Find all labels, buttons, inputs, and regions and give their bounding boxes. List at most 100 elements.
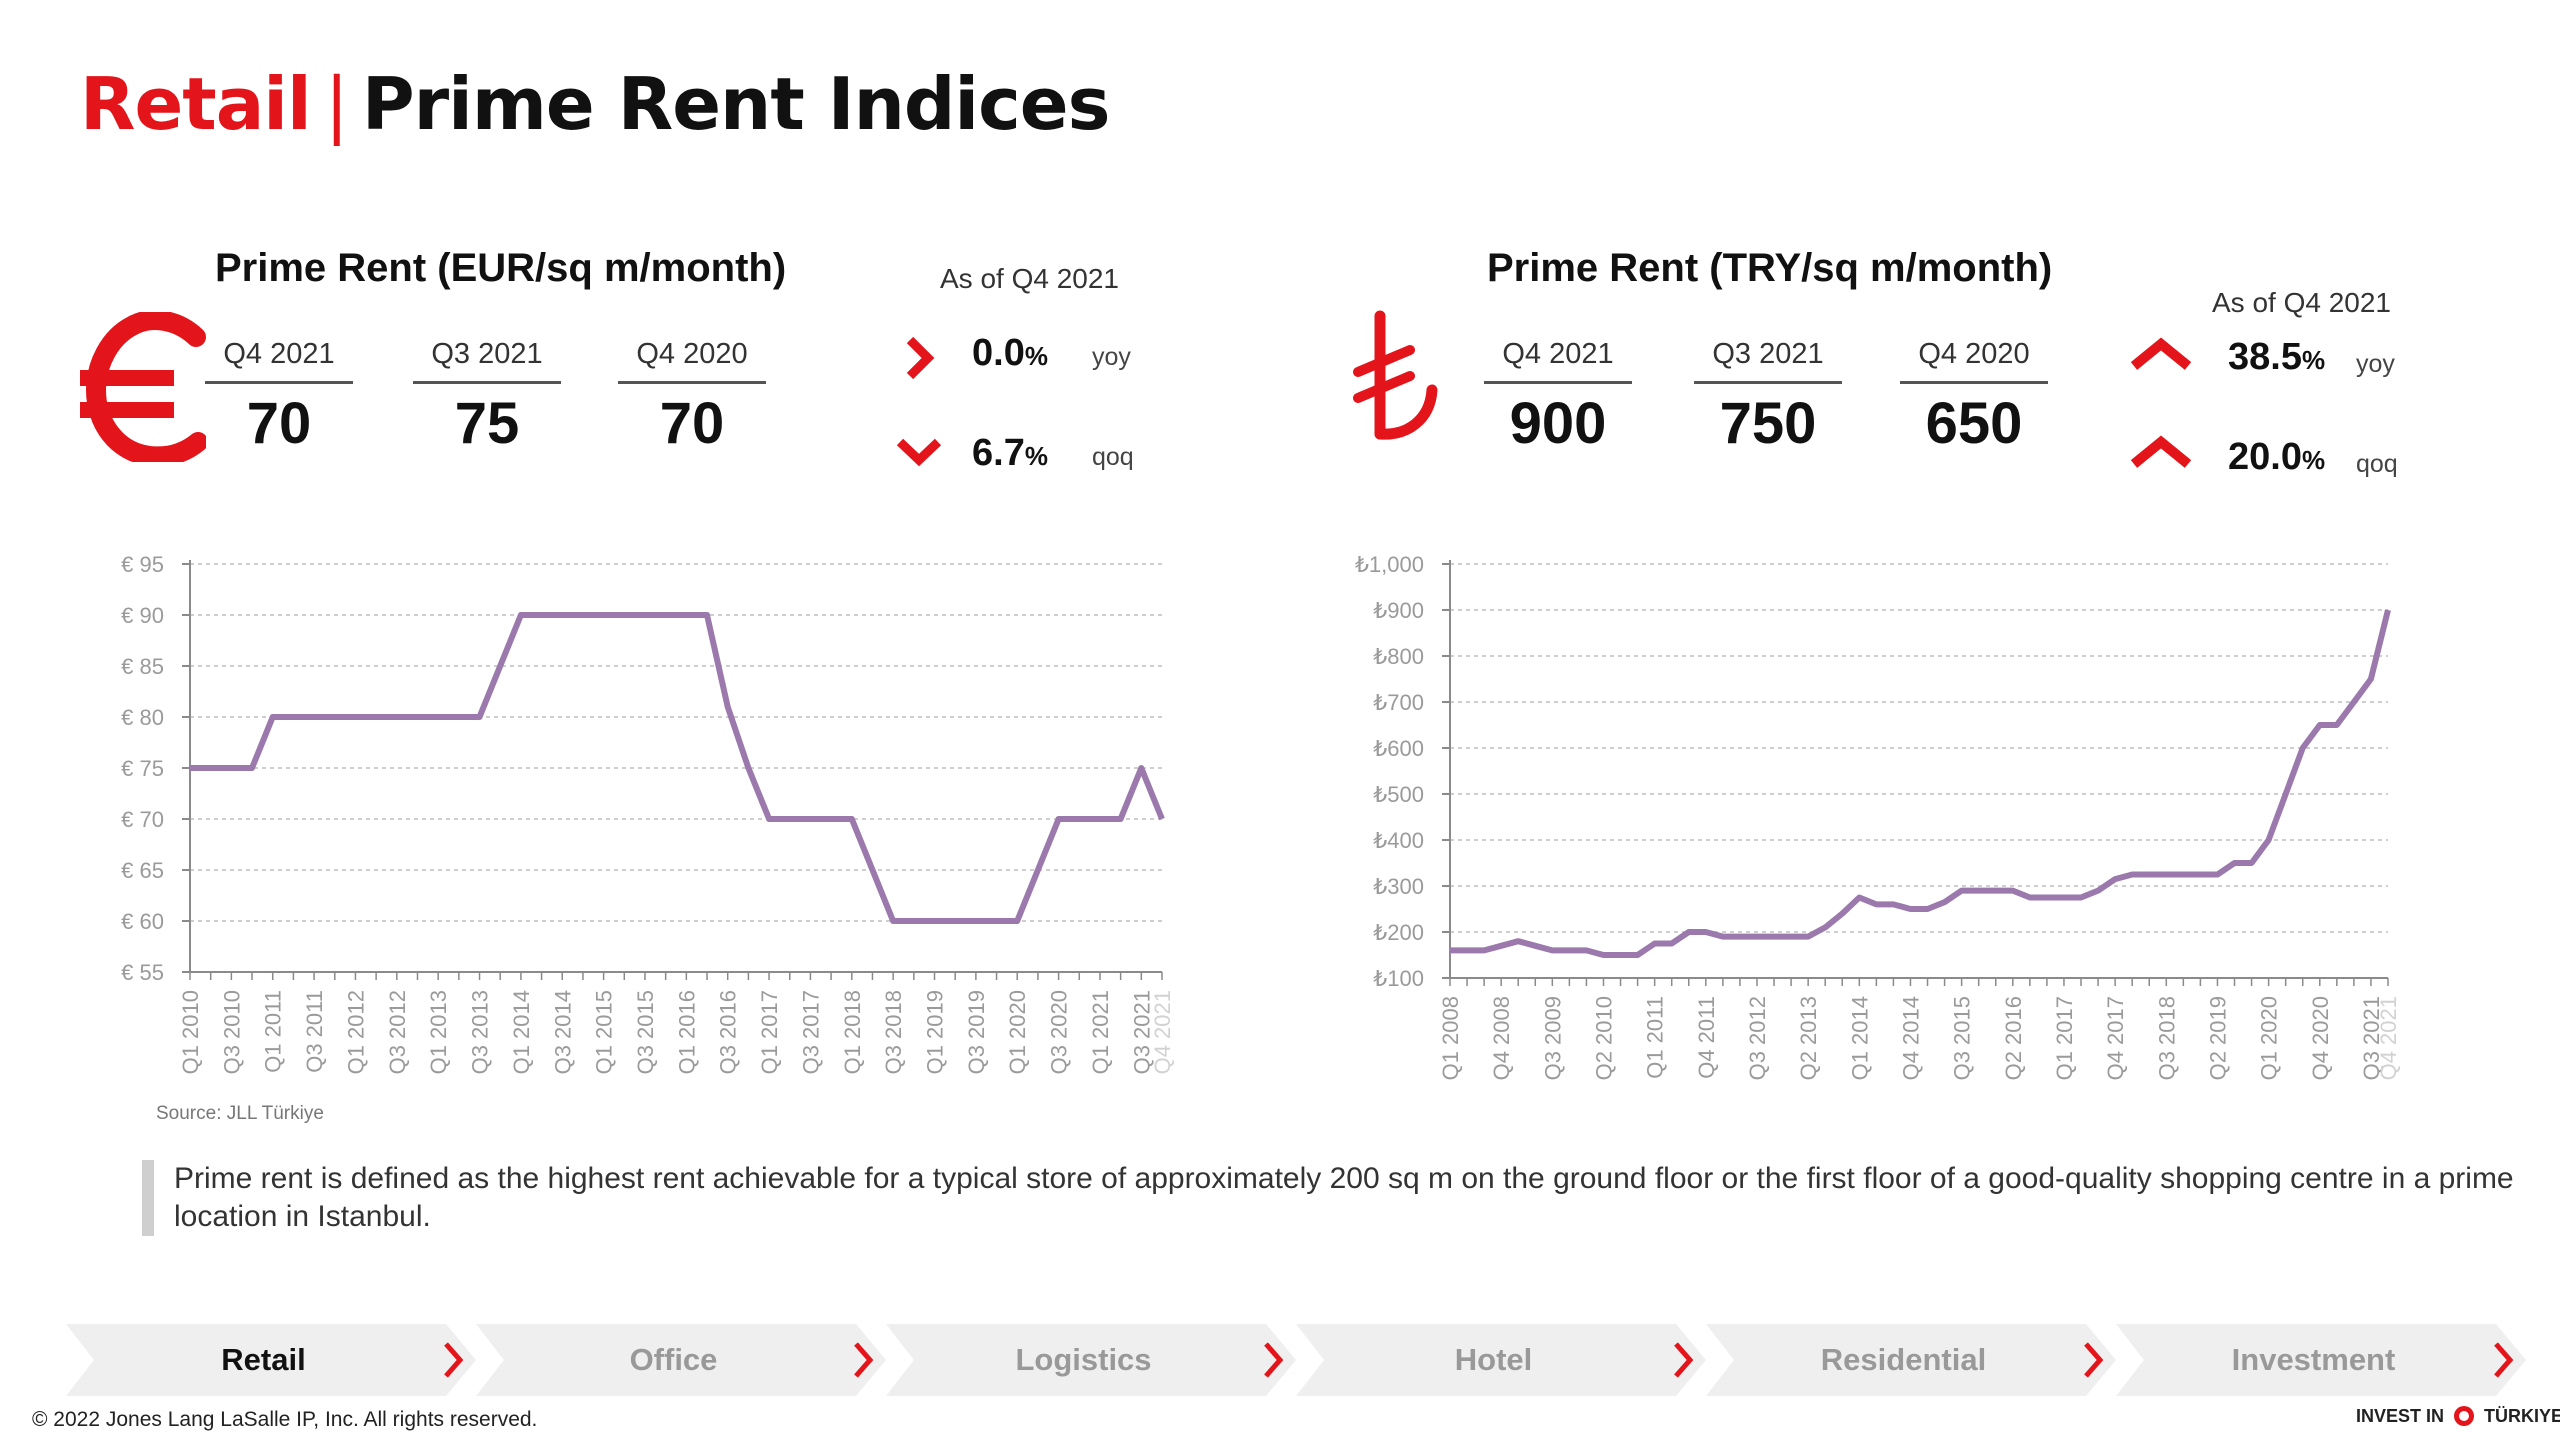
x-tick-label: Q1 2018	[840, 990, 865, 1074]
nav-item-office[interactable]: Office	[476, 1324, 886, 1396]
page-title-text: Prime Rent Indices	[361, 62, 1111, 146]
y-tick-label: ₺200	[1373, 920, 1424, 945]
quarter-underline	[205, 381, 353, 384]
series-line	[190, 612, 1165, 924]
quarter-label: Q4 2020	[636, 338, 748, 370]
quarter-label: Q4 2021	[1502, 338, 1614, 370]
x-tick-label: Q4 2011	[1694, 996, 1719, 1079]
quarter-value: 75	[454, 391, 520, 456]
x-tick-label: Q1 2015	[592, 990, 617, 1074]
y-tick-label: € 75	[121, 756, 164, 781]
copyright-footer: © 2022 Jones Lang LaSalle IP, Inc. All r…	[32, 1408, 538, 1431]
x-tick-label: Q3 2017	[798, 990, 823, 1074]
y-tick-label: ₺300	[1373, 874, 1424, 899]
chart-source: Source: JLL Türkiye	[156, 1103, 324, 1124]
x-tick-label: Q1 2012	[343, 990, 368, 1074]
x-tick-label: Q4 2008	[1489, 996, 1514, 1080]
x-tick-label: Q1 2013	[426, 990, 451, 1074]
x-tick-label: Q4 2014	[1898, 996, 1923, 1080]
change-unit: %	[1024, 341, 1048, 371]
y-tick-label: € 70	[121, 807, 164, 832]
x-tick-label: Q3 2014	[550, 990, 575, 1074]
nav-chevron-shape	[66, 1324, 476, 1396]
right-as-of: As of Q4 2021	[2212, 287, 2392, 318]
page-title-separator: |	[324, 62, 349, 146]
right-qoq-label: qoq	[2356, 450, 2398, 478]
left-quarter-2: Q3 2021 75	[413, 338, 561, 457]
change-value: 38.5	[2228, 336, 2302, 378]
left-yoy-change: 0.0%	[972, 332, 1048, 375]
x-tick-label: Q3 2011	[302, 990, 327, 1073]
x-tick-label: Q1 2016	[674, 990, 699, 1074]
nav-chevron-shape	[1706, 1324, 2116, 1396]
quarter-label: Q4 2020	[1918, 338, 2030, 370]
logo-text-right: TÜRKIYE	[2484, 1406, 2560, 1426]
quarter-underline	[413, 381, 561, 384]
x-tick-label: Q1 2011	[261, 990, 286, 1073]
nav-label: Retail	[221, 1342, 306, 1377]
x-tick-label: Q3 2013	[468, 990, 493, 1074]
definition-note: Prime rent is defined as the highest ren…	[142, 1160, 2544, 1236]
x-tick-label: Q3 2015	[633, 990, 658, 1074]
right-qoq-change: 20.0%	[2228, 436, 2325, 479]
x-tick-label: Q3 2009	[1540, 996, 1565, 1080]
x-tick-label: Q1 2014	[509, 990, 534, 1074]
series-line	[1450, 609, 2391, 958]
quarter-label: Q3 2021	[1712, 338, 1824, 370]
quarter-underline	[1484, 381, 1632, 384]
right-quarter-2: Q3 2021 750	[1694, 338, 1842, 457]
y-tick-label: ₺100	[1373, 966, 1424, 991]
y-tick-label: € 90	[121, 603, 164, 628]
x-tick-label: Q3 2021	[2359, 996, 2384, 1080]
x-tick-label: Q1 2017	[2052, 996, 2077, 1080]
left-yoy-label: yoy	[1092, 343, 1131, 371]
chevron-down-icon	[896, 438, 942, 467]
x-tick-label: Q1 2019	[923, 990, 948, 1074]
quarter-label: Q4 2021	[223, 338, 335, 370]
nav-chevron-shape	[476, 1324, 886, 1396]
right-panel-title: Prime Rent (TRY/sq m/month)	[1487, 246, 2053, 290]
right-yoy-label: yoy	[2356, 350, 2395, 378]
lira-icon	[1353, 310, 1438, 440]
y-tick-label: € 55	[121, 960, 164, 985]
left-quarter-3: Q4 2020 70	[618, 338, 766, 457]
x-tick-label: Q1 2014	[1847, 996, 1872, 1080]
page-title-section: Retail	[80, 62, 312, 146]
x-tick-label: Q1 2008	[1438, 996, 1463, 1080]
right-yoy-change: 38.5%	[2228, 336, 2325, 379]
change-value: 0.0	[972, 332, 1025, 374]
x-tick-label: Q2 2019	[2205, 996, 2230, 1080]
x-tick-label: Q1 2020	[2257, 996, 2282, 1080]
nav-label: Investment	[2231, 1342, 2396, 1377]
nav-item-retail[interactable]: Retail	[66, 1324, 476, 1396]
quarter-value: 70	[659, 391, 725, 456]
quarter-underline	[618, 381, 766, 384]
nav-item-logistics[interactable]: Logistics	[886, 1324, 1296, 1396]
x-tick-label: Q4 2017	[2103, 996, 2128, 1080]
left-quarter-1: Q4 2021 70	[205, 338, 353, 457]
x-tick-label: Q2 2013	[1796, 996, 1821, 1080]
x-tick-label: Q3 2012	[385, 990, 410, 1074]
x-tick-label: Q4 2020	[2308, 996, 2333, 1080]
y-tick-label: € 80	[121, 705, 164, 730]
right-quarter-3: Q4 2020 650	[1900, 338, 2048, 457]
x-tick-label: Q4 2021	[2376, 996, 2401, 1080]
nav-item-hotel[interactable]: Hotel	[1296, 1324, 1706, 1396]
change-value: 20.0	[2228, 436, 2302, 478]
nav-item-residential[interactable]: Residential	[1706, 1324, 2116, 1396]
nav-chevron-shape	[1296, 1324, 1706, 1396]
section-nav: Retail Office Logistics Hotel Residentia…	[66, 1324, 2536, 1396]
left-panel-title: Prime Rent (EUR/sq m/month)	[215, 246, 787, 290]
nav-label: Residential	[1820, 1342, 1987, 1377]
x-tick-label: Q2 2016	[2001, 996, 2026, 1080]
nav-label: Office	[629, 1342, 718, 1377]
y-tick-label: € 65	[121, 858, 164, 883]
y-tick-label: ₺800	[1373, 644, 1424, 669]
y-tick-label: € 60	[121, 909, 164, 934]
chevron-up-icon	[2130, 435, 2192, 468]
quarter-value: 900	[1509, 391, 1607, 456]
y-tick-label: ₺400	[1373, 828, 1424, 853]
logo-mark-icon	[2454, 1406, 2475, 1426]
x-tick-label: Q1 2017	[757, 990, 782, 1074]
nav-item-investment[interactable]: Investment	[2116, 1324, 2526, 1396]
